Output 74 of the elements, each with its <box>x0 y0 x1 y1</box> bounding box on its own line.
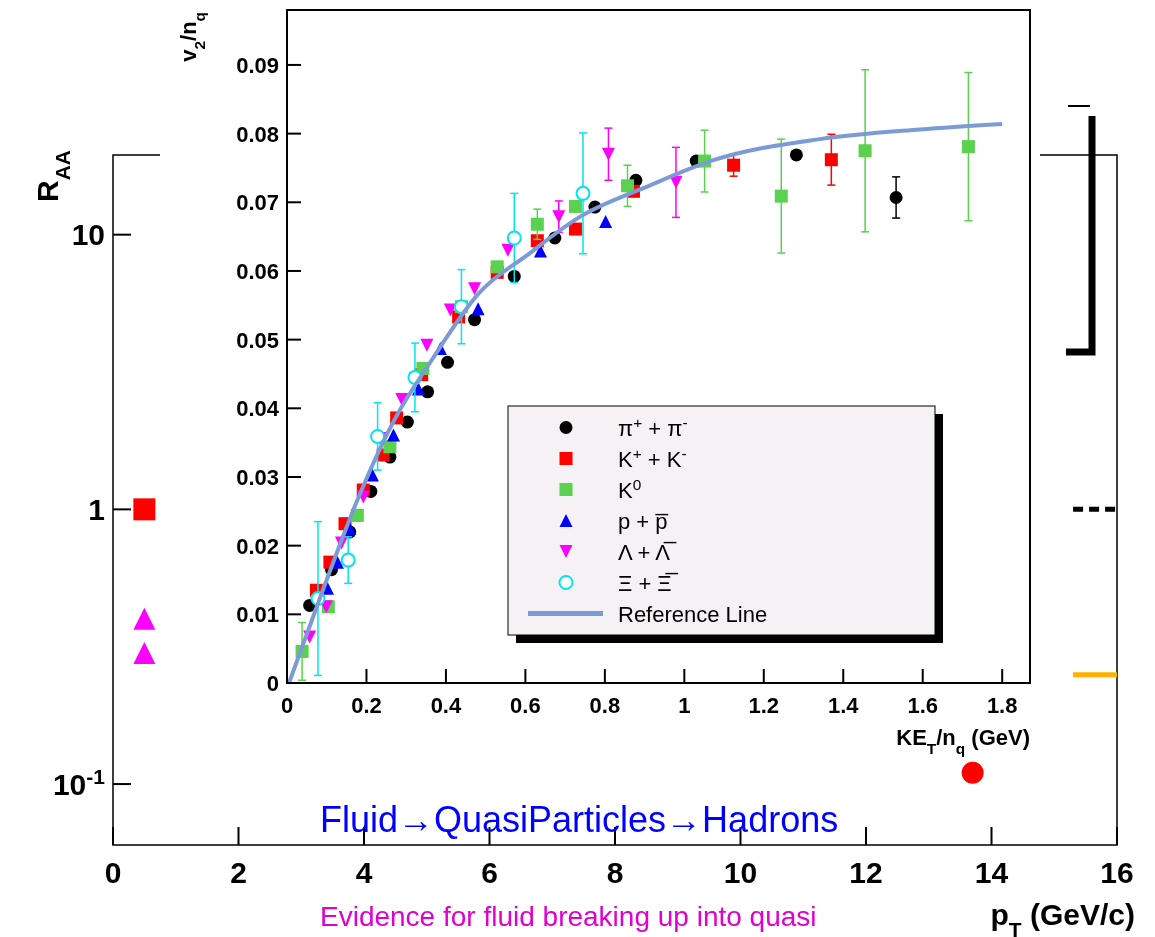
point <box>533 244 547 258</box>
legend-label: K$^{0}$ <box>618 475 642 503</box>
y-tick-label: 0.01 <box>236 602 279 628</box>
y-tick-label: 10 <box>71 218 105 252</box>
point <box>961 140 975 154</box>
line-series <box>287 122 1005 683</box>
point <box>370 428 386 444</box>
point <box>133 642 156 664</box>
point <box>420 338 434 352</box>
legend-label: π$^{+}$ + π$^{-}$ <box>618 413 688 441</box>
x-tick-label: 0.4 <box>430 693 462 718</box>
legend-label: K$^{+}$ + K$^{-}$ <box>618 444 687 472</box>
y-tick-label: 0.03 <box>236 464 279 490</box>
text: Evidence for fluid breaking up into quasi <box>320 901 817 932</box>
point <box>340 552 356 568</box>
y-tick-label: 0.04 <box>236 396 280 422</box>
point <box>133 498 156 521</box>
x-tick-label: 1.2 <box>748 693 780 718</box>
x-tick-label: 6 <box>481 856 498 889</box>
x-tick-label: 8 <box>606 856 624 889</box>
legend-label: Reference Line <box>618 601 768 627</box>
point <box>506 230 522 246</box>
y-tick-label: 0.08 <box>236 121 279 147</box>
y-tick-label: 0 <box>266 670 279 696</box>
point <box>774 189 788 203</box>
point <box>471 302 485 316</box>
y-tick-label: 0.06 <box>236 258 279 284</box>
point <box>601 147 615 161</box>
point <box>727 158 741 172</box>
x-tick-label: 0.2 <box>351 693 382 718</box>
x-tick-label: 1.8 <box>986 693 1018 718</box>
point <box>961 761 984 784</box>
point <box>530 217 544 231</box>
y-tick-label: 0.07 <box>236 190 279 216</box>
x-tick-label: 16 <box>1100 856 1134 889</box>
x-tick-label: 10 <box>723 856 758 889</box>
x-tick-label: 2 <box>230 856 247 889</box>
point <box>824 153 838 167</box>
annotation: Fluid→QuasiParticles→Hadrons <box>320 799 839 840</box>
x-tick-label: 1.6 <box>907 693 939 718</box>
legend-label: p + p̅ <box>618 508 669 534</box>
point <box>568 222 582 236</box>
y-tick-label: 0.09 <box>236 52 279 78</box>
x-axis-title: p$_{T}$ (GeV/c) <box>990 898 1135 937</box>
x-tick-label: 14 <box>974 856 1009 889</box>
legend-label: Λ + Λ̅ <box>618 539 678 565</box>
y-tick-label: 1 <box>88 493 105 527</box>
x-tick-label: 1.4 <box>827 693 860 718</box>
point <box>552 210 566 224</box>
point <box>568 199 582 213</box>
y-tick-label: 0.02 <box>236 533 279 559</box>
point <box>789 148 803 162</box>
point <box>858 144 872 158</box>
x-tick-label: 0.6 <box>510 693 541 718</box>
x-tick-label: 12 <box>849 856 883 889</box>
y-tick-label: 0.05 <box>236 327 279 353</box>
point <box>133 607 156 630</box>
point <box>468 282 482 296</box>
point <box>889 190 903 204</box>
point <box>621 179 635 193</box>
x-tick-label: 4 <box>355 856 373 889</box>
point <box>386 428 400 442</box>
point <box>575 185 591 201</box>
x-tick-label: 1 <box>678 693 691 718</box>
y-tick-label: 10$^{-1}$ <box>52 764 106 801</box>
point <box>441 355 455 369</box>
point <box>599 215 613 229</box>
point <box>468 313 482 327</box>
point <box>400 415 414 429</box>
x-axis-title: KE$_{T}$/n$_{q}$ (GeV) <box>896 725 1030 757</box>
legend-label: Ξ + Ξ̅ <box>618 570 679 596</box>
x-tick-label: 0.8 <box>589 693 621 718</box>
point <box>490 260 504 274</box>
point <box>501 243 515 257</box>
